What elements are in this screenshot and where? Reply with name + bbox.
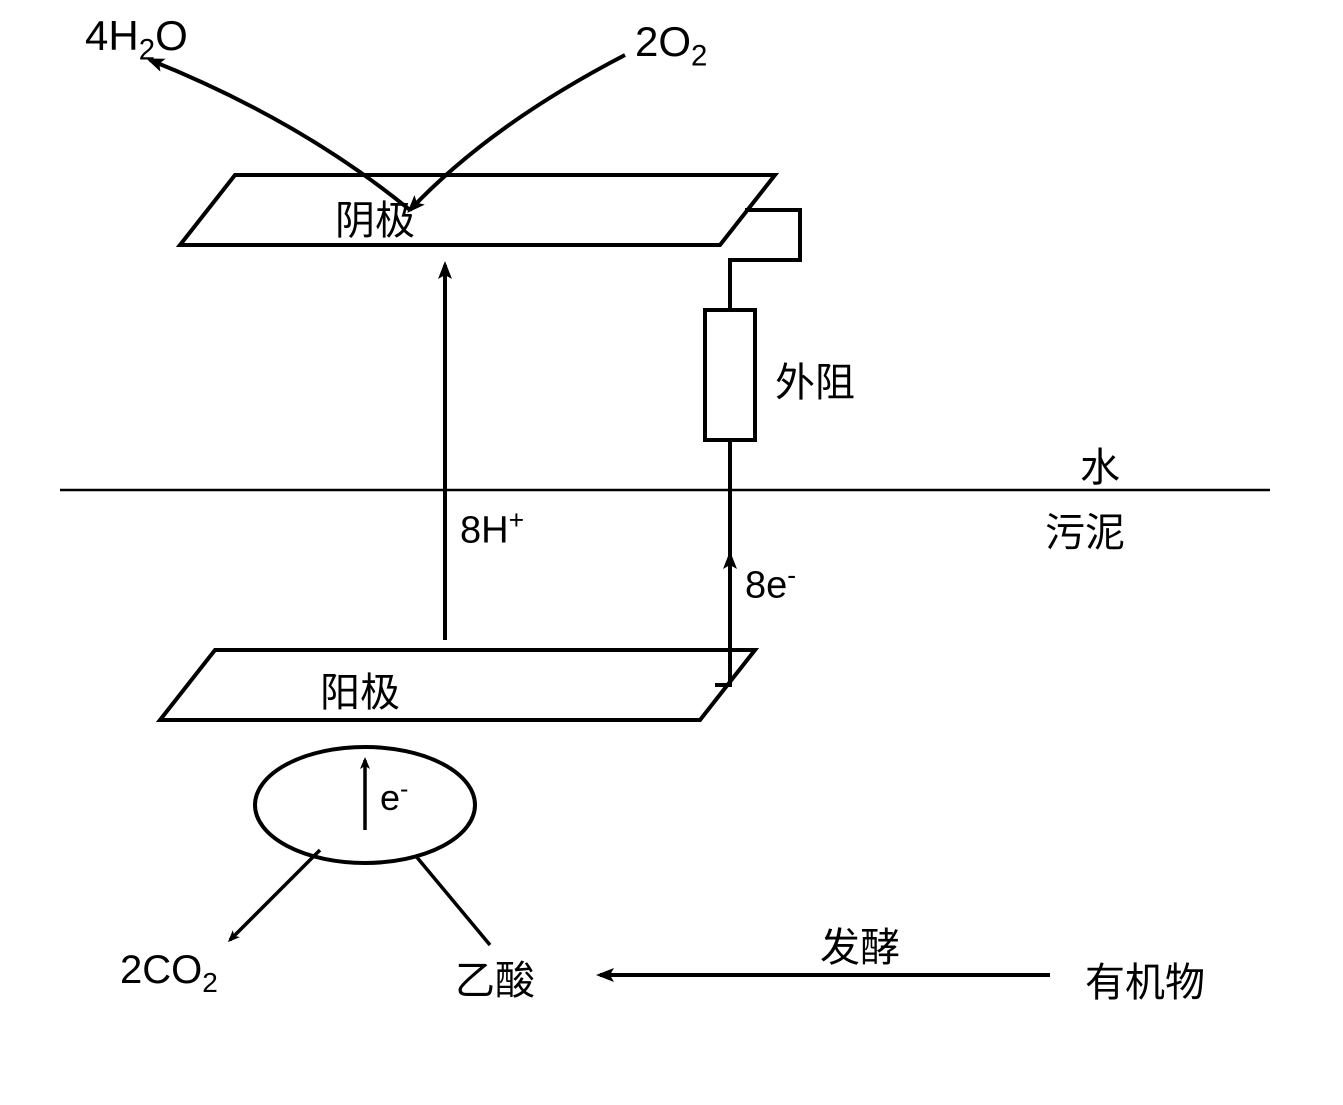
anode-plate	[160, 650, 755, 720]
label-co2: 2CO2	[120, 948, 218, 999]
resistor	[705, 310, 755, 440]
cathode-plate	[180, 175, 775, 245]
label-protons: 8H+	[460, 505, 524, 553]
diagram-canvas: 4H2O 2O2 阴极 外阻 水 污泥 8H+ 8e- 阳极 e- 2CO2 乙…	[0, 0, 1343, 1100]
label-anode: 阳极	[320, 660, 400, 718]
label-water-out: 4H2O	[85, 12, 188, 67]
label-fermentation: 发酵	[820, 915, 900, 973]
label-acetic-acid: 乙酸	[455, 948, 535, 1006]
label-water-layer: 水	[1080, 435, 1120, 493]
wire-cathode-resistor	[730, 210, 800, 310]
arrow-acetic-line	[415, 855, 490, 945]
arrow-oxygen-in	[410, 55, 625, 210]
label-sludge-layer: 污泥	[1045, 500, 1125, 558]
diagram-svg	[0, 0, 1343, 1100]
label-microbe-electron: e-	[380, 775, 408, 819]
arrow-co2	[230, 850, 320, 940]
label-oxygen-in: 2O2	[635, 18, 707, 73]
label-organics: 有机物	[1085, 950, 1205, 1008]
label-electrons: 8e-	[745, 560, 796, 608]
label-resistor: 外阻	[775, 350, 855, 408]
label-cathode: 阴极	[335, 188, 415, 246]
